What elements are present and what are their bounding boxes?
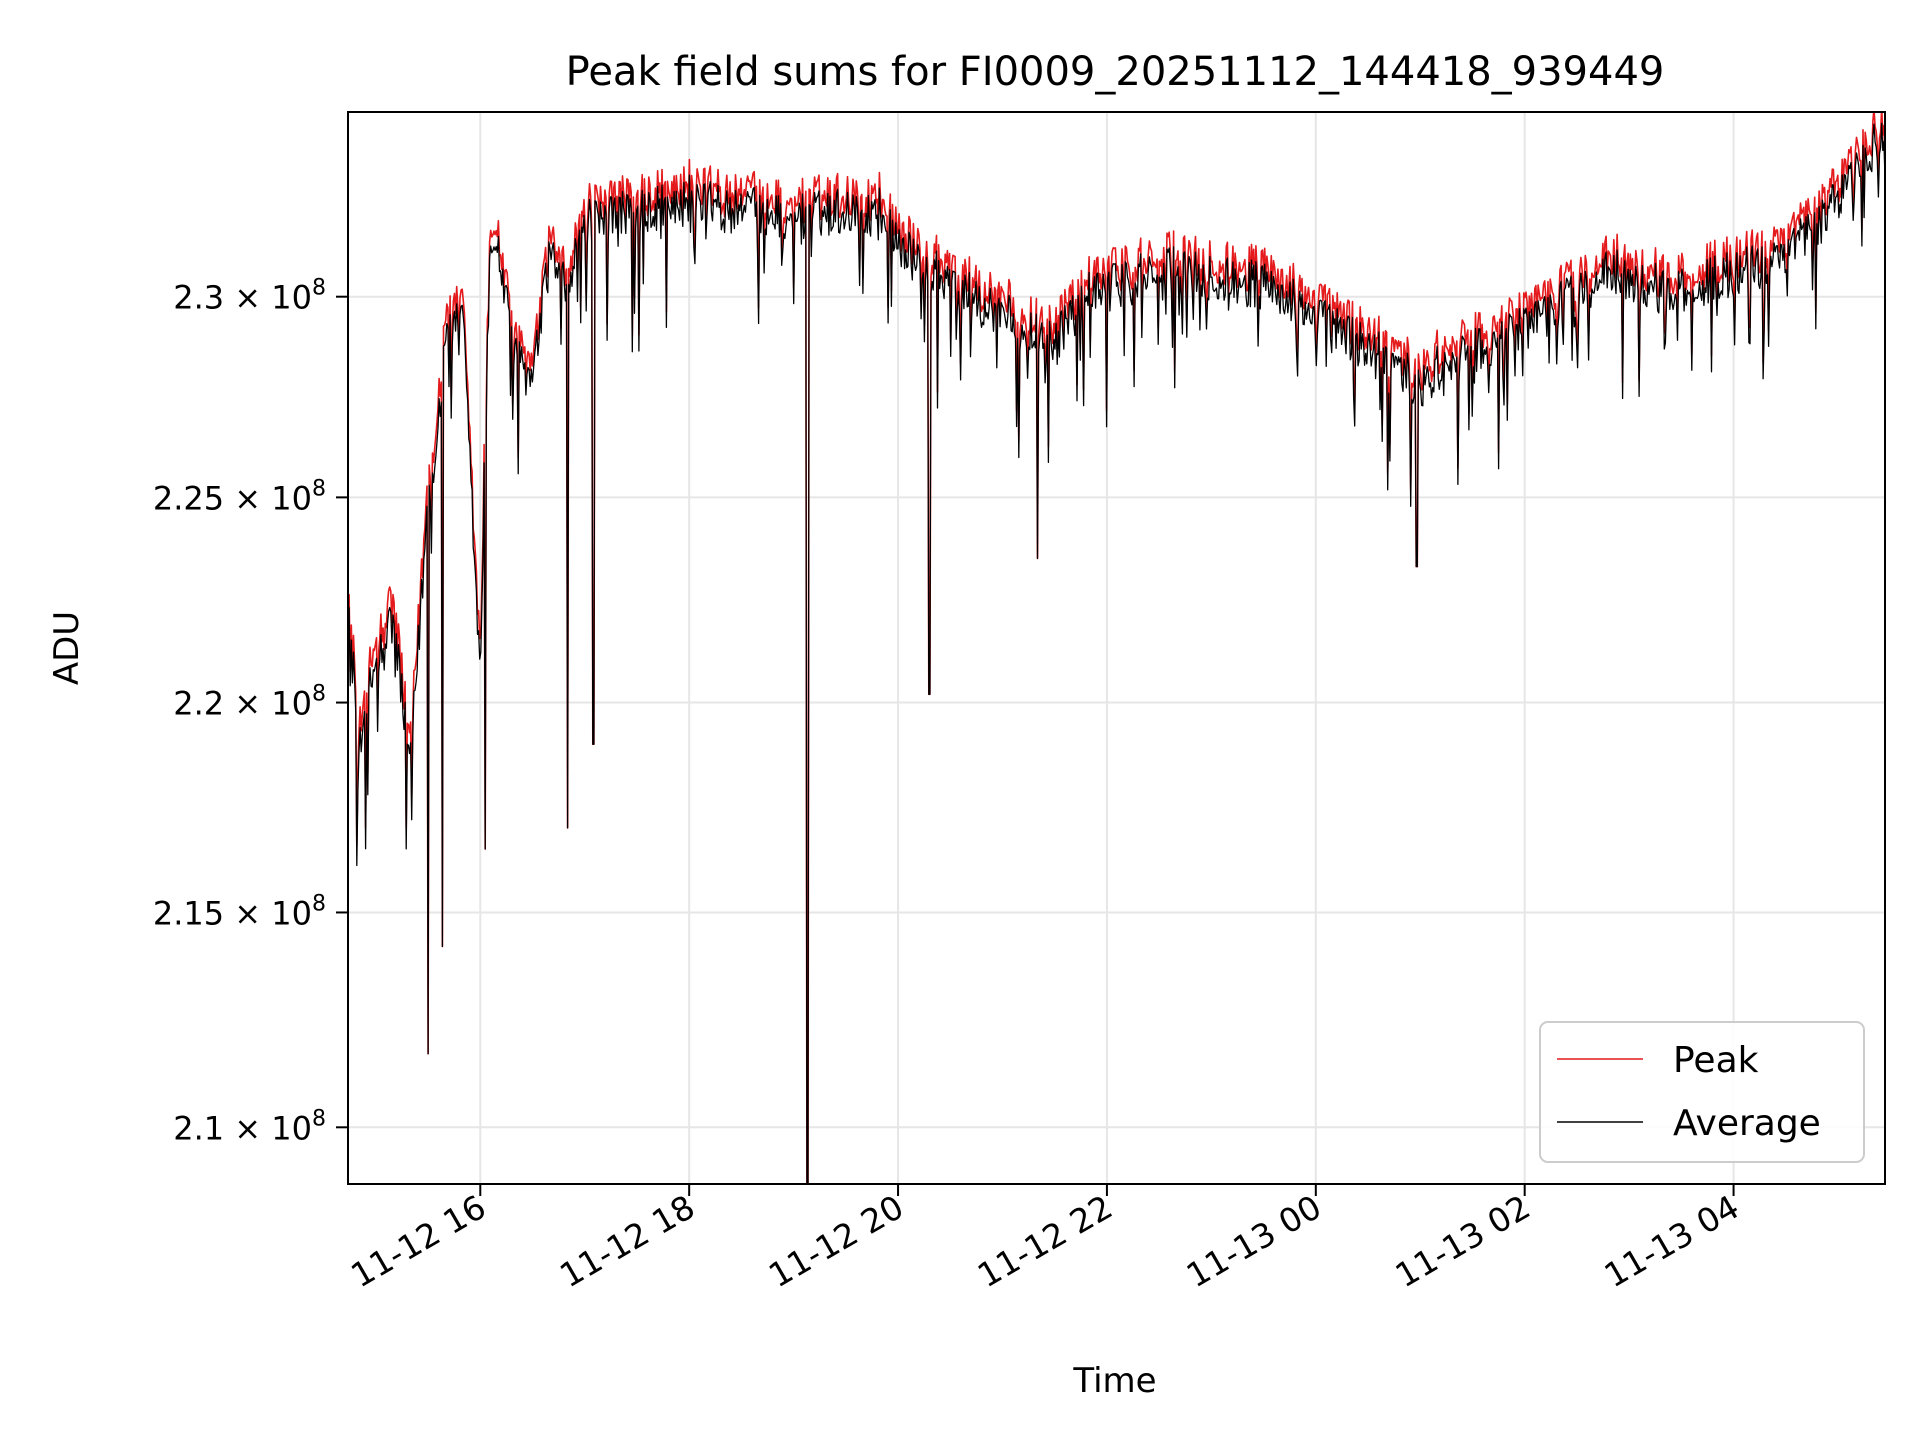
plot-area-frame <box>347 111 1886 1185</box>
chart-title: Peak field sums for FI0009_20251112_1444… <box>566 49 1665 95</box>
legend-label-average: Average <box>1673 1103 1821 1144</box>
y-axis-label: ADU <box>47 611 87 685</box>
legend-box <box>1539 1021 1865 1163</box>
series-layer <box>348 112 1885 1184</box>
legend-label-peak: Peak <box>1673 1040 1759 1081</box>
series-line-average <box>348 122 1885 1184</box>
legend: Peak Average <box>1539 1021 1865 1163</box>
y-tick-label: 2.2 × 108 <box>173 682 326 723</box>
y-tick-label: 2.15 × 108 <box>153 891 326 932</box>
y-tick-label: 2.1 × 108 <box>173 1106 326 1147</box>
grid-lines <box>348 112 1885 1184</box>
y-tick-label: 2.3 × 108 <box>173 276 326 317</box>
y-tick-label: 2.25 × 108 <box>153 476 326 517</box>
x-axis-label: Time <box>1072 1361 1156 1401</box>
